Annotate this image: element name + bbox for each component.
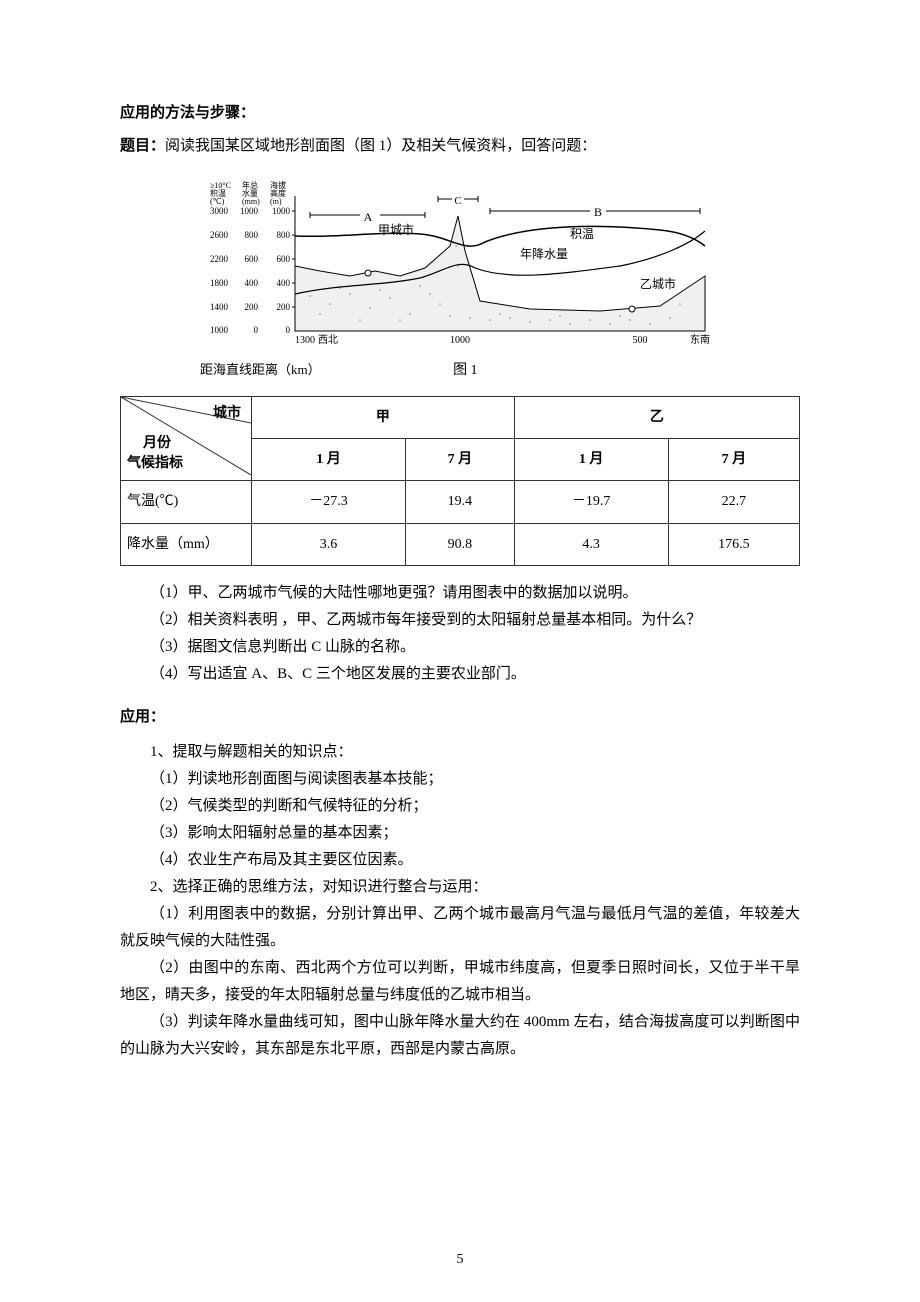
figure-caption: 图 1 [321,358,610,383]
svg-text:600: 600 [277,254,291,264]
cell: 19.4 [406,481,515,523]
application-heading: 应用： [120,704,800,731]
label-city-b: 乙城市 [640,276,676,291]
col-month: 7 月 [406,439,515,481]
svg-text:1000: 1000 [450,335,470,346]
question-item: （4）写出适宜 A、B、C 三个地区发展的主要农业部门。 [120,661,800,688]
diag-bot: 气候指标 [127,451,183,476]
svg-text:(m): (m) [270,197,282,206]
page-number: 5 [0,1247,920,1272]
label-jiwen: 积温 [570,227,594,241]
app-s1-item: （4）农业生产布局及其主要区位因素。 [120,847,800,874]
col-month: 1 月 [514,439,668,481]
app-s1-item: （3）影响太阳辐射总量的基本因素； [120,820,800,847]
row-label: 降水量（mm） [121,523,252,565]
svg-text:3000: 3000 [210,206,229,216]
svg-text:200: 200 [277,302,291,312]
svg-text:500: 500 [633,335,648,346]
col-month: 1 月 [252,439,406,481]
prompt-label: 题目： [120,138,165,154]
app-s2-head: 2、选择正确的思维方法，对知识进行整合与运用： [120,874,800,901]
app-s2-para: （3）判读年降水量曲线可知，图中山脉年降水量大约在 400mm 左右，结合海拔高… [120,1009,800,1063]
svg-text:800: 800 [277,230,291,240]
svg-text:600: 600 [245,254,259,264]
svg-text:0: 0 [254,325,259,335]
label-b: B [594,205,602,219]
svg-text:800: 800 [245,230,259,240]
svg-text:东南: 东南 [690,333,710,346]
svg-text:400: 400 [245,278,259,288]
prompt-line: 题目：阅读我国某区域地形剖面图（图 1）及相关气候资料，回答问题： [120,133,800,160]
svg-text:2600: 2600 [210,230,229,240]
table-row: 降水量（mm） 3.6 90.8 4.3 176.5 [121,523,800,565]
svg-text:1000: 1000 [272,206,291,216]
svg-text:1000: 1000 [240,206,259,216]
question-item: （3）据图文信息判断出 C 山脉的名称。 [120,634,800,661]
svg-text:(℃): (℃) [210,197,225,206]
col-month: 7 月 [668,439,799,481]
question-item: （1）甲、乙两城市气候的大陆性哪地更强？请用图表中的数据加以说明。 [120,580,800,607]
cell: 22.7 [668,481,799,523]
svg-text:0: 0 [286,325,291,335]
label-city-a: 甲城市 [378,222,414,237]
app-s1-item: （1）判读地形剖面图与阅读图表基本技能； [120,766,800,793]
cell: 176.5 [668,523,799,565]
svg-text:2200: 2200 [210,254,229,264]
svg-text:1400: 1400 [210,302,229,312]
figure-1: ≥10°C 积温 (℃) 年总 水量 (mm) 海拔 高度 (m) 300010… [120,176,800,384]
prompt-text: 阅读我国某区域地形剖面图（图 1）及相关气候资料，回答问题： [165,138,596,154]
svg-text:1300: 1300 [295,335,315,346]
label-precip: 年降水量 [520,247,568,261]
app-s2-para: （2）由图中的东南、西北两个方位可以判断，甲城市纬度高，但夏季日照时间长，又位于… [120,955,800,1009]
app-s1-head: 1、提取与解题相关的知识点： [120,739,800,766]
svg-text:(mm): (mm) [242,197,260,206]
table-row: 气温(℃) －27.3 19.4 －19.7 22.7 [121,481,800,523]
climate-table: 城市 月份 气候指标 甲 乙 1 月 7 月 1 月 7 月 气温(℃) －27… [120,396,800,566]
row-label: 气温(℃) [121,481,252,523]
label-a: A [364,210,373,224]
profile-chart: ≥10°C 积温 (℃) 年总 水量 (mm) 海拔 高度 (m) 300010… [200,176,720,356]
method-heading: 应用的方法与步骤： [120,100,800,127]
cell: 3.6 [252,523,406,565]
cell: 90.8 [406,523,515,565]
cell: －27.3 [252,481,406,523]
document-page: 应用的方法与步骤： 题目：阅读我国某区域地形剖面图（图 1）及相关气候资料，回答… [0,0,920,1302]
app-s1-item: （2）气候类型的判断和气候特征的分析； [120,793,800,820]
svg-text:200: 200 [245,302,259,312]
col-city-2: 乙 [514,397,799,439]
cell: －19.7 [514,481,668,523]
question-list: （1）甲、乙两城市气候的大陆性哪地更强？请用图表中的数据加以说明。 （2）相关资… [120,580,800,688]
diag-top: 城市 [213,401,241,426]
svg-text:400: 400 [277,278,291,288]
svg-text:1000: 1000 [210,325,229,335]
svg-text:西北: 西北 [318,334,338,346]
table-row: 城市 月份 气候指标 甲 乙 [121,397,800,439]
question-item: （2）相关资料表明 ，甲、乙两城市每年接受到的太阳辐射总量基本相同。为什么？ [120,607,800,634]
label-c: C [454,195,461,207]
app-s2-para: （1）利用图表中的数据，分别计算出甲、乙两个城市最高月气温与最低月气温的差值，年… [120,901,800,955]
x-axis-label: 距海直线距离（km） [200,358,321,383]
table-diagonal-header: 城市 月份 气候指标 [121,397,252,481]
col-city-1: 甲 [252,397,515,439]
cell: 4.3 [514,523,668,565]
svg-text:1800: 1800 [210,278,229,288]
